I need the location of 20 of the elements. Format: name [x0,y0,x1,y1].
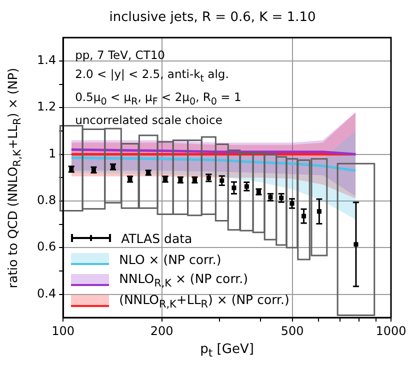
y-tick-label: 1.4 [36,53,56,68]
legend-label: ATLAS data [121,230,192,246]
annotation: 2.0 < |y| < 2.5, anti-k$_{t}$ alg. [75,66,230,86]
legend-label: (NNLO$_{R,K}$+LL$_{R}$) × (NP corr.) [119,292,290,310]
y-tick-label: 0.8 [36,193,56,208]
y-tick-label: 1.2 [36,100,56,114]
text: 0.5μ$_{0}$ < μ$_{R}$, μ$_{F}$ < 2μ$_{0}$, R$_{0}$ = 1 [75,90,242,108]
x-tick-label: 500 [280,324,304,338]
legend-label: NNLO$_{R,K}$ × (NP corr.) [119,270,248,290]
y-tick-label: 0.6 [36,240,56,254]
x-tick-label: 100 [52,324,75,338]
chart-title: inclusive jets, R = 0.6, K = 1.10 [109,10,316,26]
y-tick-label: 1 [48,146,56,160]
annotation: uncorrelated scale choice [75,112,224,130]
annotation: pp, 7 TeV, CT10 [75,46,166,64]
x-tick-label: 200 [150,324,174,338]
y-tick-label: 0.4 [36,286,56,300]
x-axis-title: p$_{t}$ [GeV] [200,342,254,360]
legend-label: NLO × (NP corr.) [119,252,222,267]
x-tick-label: 1000 [376,324,406,338]
